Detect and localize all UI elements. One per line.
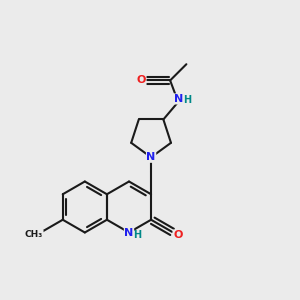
Text: O: O: [136, 75, 146, 85]
Text: H: H: [183, 95, 191, 105]
Text: H: H: [133, 230, 142, 240]
Text: CH₃: CH₃: [25, 230, 43, 239]
Text: O: O: [173, 230, 182, 240]
Text: N: N: [146, 152, 156, 162]
Text: N: N: [124, 227, 134, 238]
Text: N: N: [174, 94, 183, 104]
